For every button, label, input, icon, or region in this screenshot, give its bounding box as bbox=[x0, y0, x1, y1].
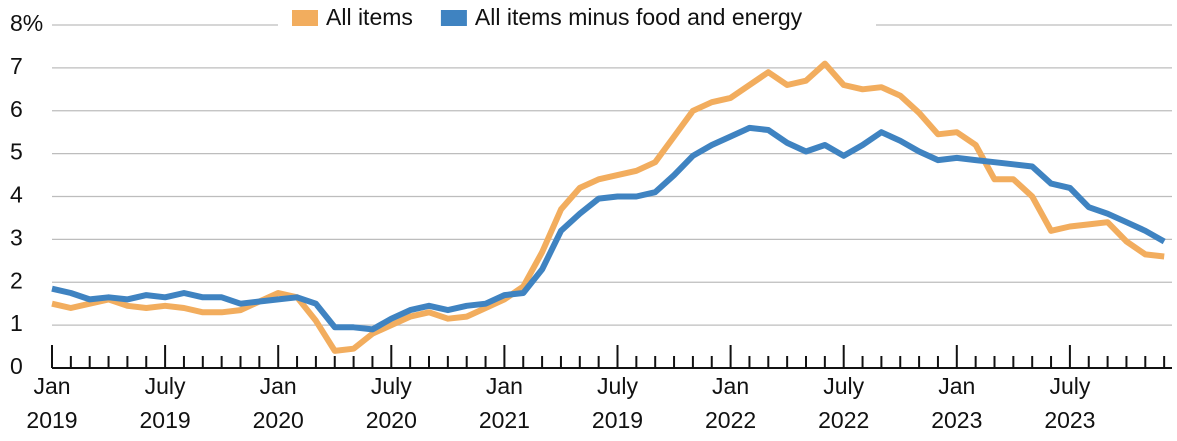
y-tick-label: 0 bbox=[10, 353, 23, 379]
y-tick-label: 5 bbox=[10, 139, 23, 165]
x-tick-label: Jan 2020 bbox=[253, 373, 304, 433]
legend-label: All items minus food and energy bbox=[475, 4, 803, 30]
y-tick-label: 7 bbox=[10, 53, 23, 79]
legend-background bbox=[278, 2, 876, 36]
x-tick-label: July 2020 bbox=[366, 373, 417, 433]
x-tick-label: July 2022 bbox=[818, 373, 869, 433]
x-tick-label: July 2019 bbox=[592, 373, 643, 433]
legend-label: All items bbox=[326, 4, 413, 30]
y-tick-label: 6 bbox=[10, 96, 23, 122]
y-tick-label: 8% bbox=[10, 10, 43, 36]
y-tick-label: 3 bbox=[10, 224, 23, 250]
y-tick-label: 4 bbox=[10, 182, 23, 208]
x-tick-label: July 2019 bbox=[140, 373, 191, 433]
y-tick-label: 2 bbox=[10, 267, 23, 293]
x-tick-label: July 2023 bbox=[1044, 373, 1095, 433]
legend-swatch bbox=[440, 10, 467, 26]
y-tick-label: 1 bbox=[10, 310, 23, 336]
legend-swatch bbox=[292, 10, 318, 26]
x-tick-label: Jan 2021 bbox=[479, 373, 530, 433]
x-tick-label: Jan 2022 bbox=[705, 373, 756, 433]
series-line bbox=[51, 60, 1165, 354]
series-line bbox=[51, 124, 1166, 333]
x-tick-label: Jan 2019 bbox=[26, 373, 77, 433]
x-tick-label: Jan 2023 bbox=[931, 373, 982, 433]
